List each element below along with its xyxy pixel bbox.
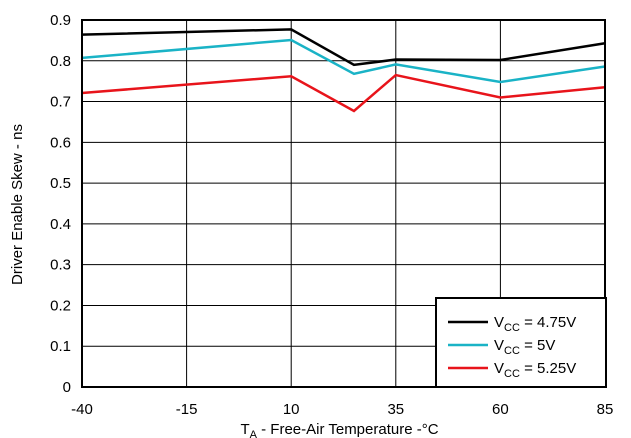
y-axis-label: Driver Enable Skew - ns	[9, 124, 26, 285]
y-tick-label: 0.5	[50, 175, 71, 192]
y-tick-label: 0.4	[50, 216, 71, 233]
series-line-2	[81, 73, 606, 113]
x-tick-label: 60	[492, 401, 509, 418]
y-tick-label: 0	[63, 379, 71, 396]
series-line-0	[81, 28, 606, 67]
x-tick-label: -15	[176, 401, 198, 418]
plot-frame	[81, 19, 606, 388]
y-tick-label: 0.6	[50, 134, 71, 151]
y-tick-labels: 0 0.1 0.2 0.3 0.4 0.5 0.6 0.7 0.8 0.9	[50, 12, 71, 396]
x-tick-label: -40	[71, 401, 93, 418]
legend-entry-label: VCC = 5.25V	[494, 360, 576, 380]
y-tick-label: 0.1	[50, 338, 71, 355]
y-tick-label: 0.8	[50, 53, 71, 70]
x-tick-label: 85	[597, 401, 614, 418]
y-tick-label: 0.2	[50, 297, 71, 314]
legend: VCC = 4.75V VCC = 5V VCC = 5.25V	[435, 297, 607, 388]
legend-entry-label: VCC = 4.75V	[494, 314, 576, 334]
legend-entry-label: VCC = 5V	[494, 337, 555, 357]
y-tick-label: 0.3	[50, 257, 71, 274]
legend-box	[435, 297, 607, 388]
y-tick-label: 0.7	[50, 94, 71, 111]
x-tick-labels: -40 -15 10 35 60 85	[71, 401, 613, 418]
x-tick-label: 35	[387, 401, 404, 418]
series-line-1	[81, 38, 606, 84]
x-tick-label: 10	[283, 401, 300, 418]
series-lines	[81, 28, 606, 113]
x-axis-label: TA - Free-Air Temperature -°C	[240, 421, 438, 438]
y-tick-label: 0.9	[50, 12, 71, 29]
